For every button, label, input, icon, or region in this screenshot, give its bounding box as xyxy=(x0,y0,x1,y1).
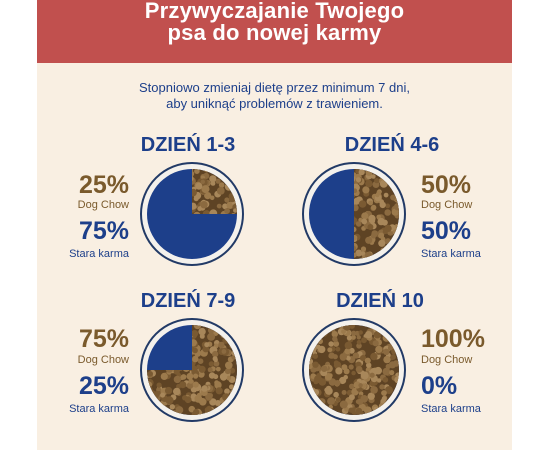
subtitle-line-2: aby uniknąć problemów z trawieniem. xyxy=(166,96,383,111)
stage-2-new-label: Dog Chow xyxy=(421,199,473,211)
stage-1-new-label: Dog Chow xyxy=(77,199,129,211)
title-line-2: psa do nowej karmy xyxy=(167,20,382,45)
subtitle-line-1: Stopniowo zmieniaj dietę przez minimum 7… xyxy=(139,80,410,95)
stage-2-bowl xyxy=(302,162,406,266)
stage-4-new-label: Dog Chow xyxy=(421,354,473,366)
stage-1-old-label: Stara karma xyxy=(69,248,129,260)
stage-2-new-percent: 50% xyxy=(421,171,472,199)
stage-1-day-title: DZIEŃ 1-3 xyxy=(140,134,236,156)
stage-3-old-label: Stara karma xyxy=(69,403,129,415)
stage-4-old-percent: 0% xyxy=(421,372,458,400)
stage-3-new-label: Dog Chow xyxy=(77,354,129,366)
stage-3-new-percent: 75% xyxy=(78,325,129,353)
stage-2-day-title: DZIEŃ 4-6 xyxy=(344,134,440,156)
feeding-transition-card: Przywyczajanie Twojego psa do nowej karm… xyxy=(37,0,512,450)
stage-3-old-percent: 25% xyxy=(78,372,129,400)
header-banner: Przywyczajanie Twojego psa do nowej karm… xyxy=(37,0,512,63)
stage-4-day-title: DZIEŃ 10 xyxy=(336,290,424,312)
title-line-1: Przywyczajanie Twojego xyxy=(144,0,405,23)
stage-3-bowl xyxy=(140,318,244,422)
stage-2-old-label: Stara karma xyxy=(421,248,481,260)
stage-1-new-percent: 25% xyxy=(78,171,129,199)
stage-1-bowl xyxy=(140,162,244,266)
stage-4-bowl xyxy=(302,318,406,422)
stage-2-old-percent: 50% xyxy=(421,217,472,245)
stage-3-day-title: DZIEŃ 7-9 xyxy=(140,290,236,312)
stage-4-old-label: Stara karma xyxy=(421,403,481,415)
stage-1-old-percent: 75% xyxy=(78,217,129,245)
stage-4-new-percent: 100% xyxy=(421,325,485,353)
